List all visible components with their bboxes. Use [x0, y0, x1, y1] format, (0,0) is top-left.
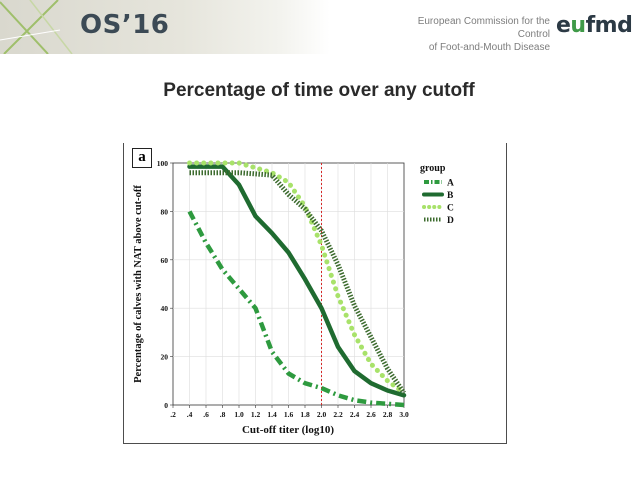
panel-label: a — [132, 148, 152, 168]
series-line-c — [187, 160, 407, 396]
x-tick-label: 2.6 — [366, 410, 376, 419]
x-tick-label: 1.6 — [284, 410, 294, 419]
x-tick-label: 1.4 — [267, 410, 277, 419]
x-tick-label: 2.2 — [333, 410, 343, 419]
series-line-b — [187, 164, 407, 398]
x-tick-label: .8 — [220, 410, 226, 419]
conference-logo: OS’16 — [80, 10, 170, 40]
series-line-a — [187, 210, 405, 408]
y-tick-label: 60 — [161, 256, 169, 265]
x-axis-label: Cut-off titer (log10) — [242, 424, 334, 436]
slide-title: Percentage of time over any cutoff — [163, 80, 475, 101]
x-tick-labels: .2 .4 .6 .8 1.0 1.2 1.4 1.6 1.8 2.0 2.2 2.4 2.6 2.8 3.… — [170, 410, 409, 419]
x-tick-label: .4 — [187, 410, 193, 419]
organization-name-line2: of Foot-and-Mouth Disease — [428, 42, 550, 53]
x-tick-label: 2.8 — [383, 410, 393, 419]
x-tick-label: 3.0 — [399, 410, 409, 419]
header-decoration — [0, 0, 73, 54]
x-tick-label: .2 — [170, 410, 176, 419]
organization-name: European Commission for the Control of F… — [402, 15, 550, 54]
org-logo-rest: fmd — [585, 13, 633, 38]
x-tick-label: .6 — [203, 410, 209, 419]
legend-label-a: A — [447, 179, 454, 189]
slide-header: OS’16 European Commission for the Contro… — [0, 0, 638, 54]
chart-frame — [123, 143, 507, 444]
legend-label-b: B — [447, 191, 454, 201]
y-tick-labels: 0 20 40 60 80 100 — [157, 159, 169, 410]
legend-title: group — [420, 163, 446, 174]
legend-label-c: C — [447, 204, 454, 214]
series-lines — [187, 160, 407, 408]
y-tick-label: 80 — [161, 207, 169, 216]
legend-label-d: D — [447, 216, 454, 226]
y-tick-label: 0 — [164, 401, 168, 410]
org-logo-accent: u — [570, 13, 586, 38]
organization-name-line1: European Commission for the Control — [417, 16, 550, 40]
y-tick-label: 40 — [161, 304, 169, 313]
x-tick-label: 1.8 — [300, 410, 310, 419]
org-logo-main: e — [556, 13, 571, 38]
header-band — [0, 0, 330, 54]
x-tick-label: 1.0 — [234, 410, 244, 419]
x-tick-label: 1.2 — [251, 410, 261, 419]
y-axis-label: Percentage of calves with NAT above cut-… — [133, 185, 144, 383]
x-tick-label: 2.4 — [350, 410, 360, 419]
organization-logo: eufmd — [556, 13, 633, 38]
y-tick-label: 20 — [161, 353, 169, 362]
y-tick-label: 100 — [157, 159, 169, 168]
x-tick-label: 2.0 — [317, 410, 327, 419]
